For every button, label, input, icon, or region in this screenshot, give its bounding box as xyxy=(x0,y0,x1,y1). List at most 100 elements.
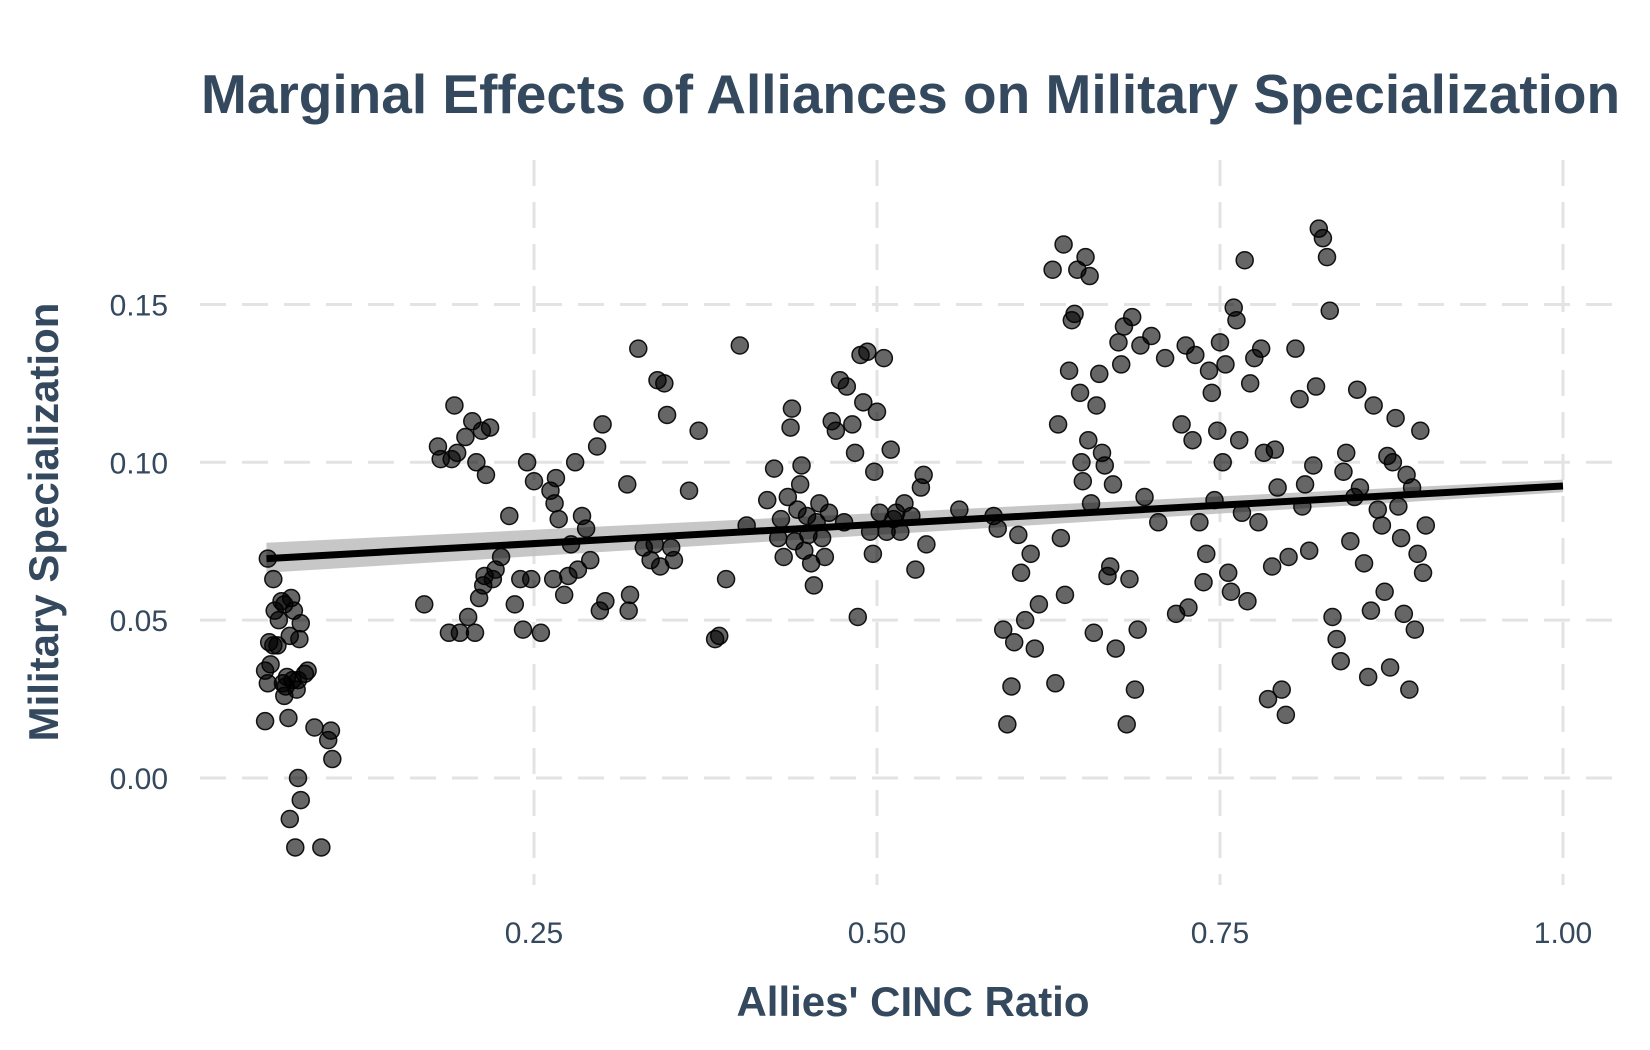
x-tick-label: 1.00 xyxy=(1534,917,1592,950)
data-point xyxy=(279,708,298,728)
data-point xyxy=(554,585,574,605)
data-point xyxy=(414,595,434,614)
data-point xyxy=(1334,462,1353,482)
data-point xyxy=(491,547,511,567)
data-point xyxy=(1046,674,1065,693)
data-point xyxy=(998,715,1017,734)
data-point xyxy=(1323,607,1342,627)
data-point xyxy=(522,569,541,589)
data-point xyxy=(286,838,305,857)
data-point xyxy=(593,415,612,434)
x-tick-label: 0.25 xyxy=(505,917,563,950)
data-point xyxy=(730,336,750,355)
data-point xyxy=(545,494,564,513)
data-point xyxy=(867,402,887,422)
data-point xyxy=(914,465,933,485)
data-point xyxy=(1268,478,1287,497)
data-point xyxy=(1317,247,1337,267)
data-point xyxy=(1002,677,1021,696)
data-point xyxy=(664,550,684,570)
data-point xyxy=(812,528,832,548)
data-point xyxy=(1117,715,1136,734)
data-point xyxy=(881,440,900,459)
data-point xyxy=(1411,421,1430,440)
y-tick-label: 0.15 xyxy=(110,289,168,322)
data-point xyxy=(826,421,846,440)
data-point xyxy=(1186,345,1205,365)
data-point xyxy=(513,620,533,639)
data-point xyxy=(874,348,894,368)
data-point xyxy=(596,591,615,611)
x-axis-ticks: 0.25 0.50 0.75 1.00 xyxy=(505,917,1592,950)
data-point xyxy=(950,500,969,519)
data-point xyxy=(1199,361,1219,380)
data-point xyxy=(1383,453,1403,472)
data-point xyxy=(1190,513,1209,532)
data-point xyxy=(1216,355,1235,374)
data-point xyxy=(1025,639,1045,658)
data-point xyxy=(1327,629,1346,649)
data-point xyxy=(581,550,600,570)
data-point xyxy=(1029,595,1049,614)
data-point xyxy=(1142,326,1161,346)
data-point xyxy=(1400,680,1419,699)
data-point xyxy=(655,374,674,393)
data-point xyxy=(1358,667,1378,687)
fit-line xyxy=(266,482,1564,563)
data-point xyxy=(1079,430,1098,450)
data-point xyxy=(1210,333,1230,352)
data-point xyxy=(255,711,275,731)
data-point xyxy=(1221,582,1241,601)
data-point xyxy=(1135,487,1154,507)
data-point xyxy=(1350,478,1370,497)
data-point xyxy=(1341,531,1360,551)
data-point xyxy=(1386,408,1405,428)
data-point xyxy=(1272,680,1291,699)
data-point xyxy=(298,661,317,680)
data-point xyxy=(1347,380,1367,399)
data-point xyxy=(1087,396,1106,415)
data-point xyxy=(1179,598,1198,617)
data-point xyxy=(587,437,607,456)
data-point xyxy=(1276,705,1296,725)
data-point xyxy=(804,576,824,595)
data-point xyxy=(1372,516,1392,535)
data-point xyxy=(1262,557,1282,576)
y-tick-label: 0.05 xyxy=(110,605,168,638)
y-axis-ticks: 0.00 0.05 0.10 0.15 xyxy=(110,289,168,796)
data-point xyxy=(1048,415,1068,434)
data-point xyxy=(275,595,294,614)
data-point xyxy=(778,487,798,507)
x-tick-label: 0.75 xyxy=(1191,917,1249,950)
data-point xyxy=(837,377,857,396)
data-point xyxy=(1375,582,1394,601)
data-point xyxy=(1336,443,1356,463)
data-point xyxy=(458,607,478,627)
data-point xyxy=(781,418,800,437)
data-point xyxy=(565,453,585,472)
data-point xyxy=(1065,304,1084,324)
data-point xyxy=(1009,525,1028,545)
data-point xyxy=(465,623,485,643)
data-point xyxy=(689,421,708,440)
data-point xyxy=(1213,453,1232,472)
data-point xyxy=(1095,456,1115,475)
data-point xyxy=(906,560,925,579)
data-point xyxy=(505,595,525,614)
data-point xyxy=(1208,421,1227,440)
data-point xyxy=(620,585,640,605)
data-point xyxy=(1106,639,1125,658)
data-point xyxy=(790,475,810,494)
data-point xyxy=(917,535,936,554)
data-point xyxy=(323,749,342,769)
data-point xyxy=(447,443,467,463)
data-point xyxy=(524,471,544,491)
data-point xyxy=(312,838,331,857)
data-point xyxy=(1354,554,1374,573)
data-point xyxy=(1304,456,1323,475)
data-point xyxy=(1389,497,1408,516)
data-point xyxy=(291,614,311,633)
data-point xyxy=(1090,364,1109,384)
y-tick-label: 0.00 xyxy=(110,763,168,796)
